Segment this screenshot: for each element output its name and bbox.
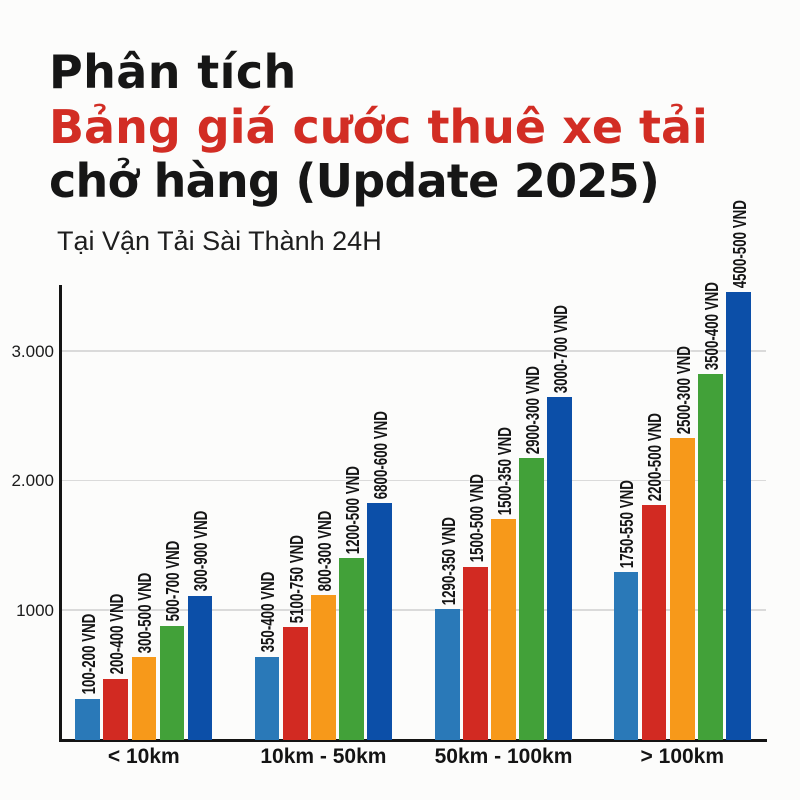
bar-value-label: 800-300 VND [313, 510, 335, 592]
bar-value-label: 2900-300 VND [521, 365, 543, 454]
bar-<10km-2 [103, 678, 128, 741]
x-category-label-4: > 100km [640, 745, 725, 769]
bar->100km-5 [726, 292, 751, 741]
bar-value-label: 3000-700 VND [549, 304, 571, 393]
bar->100km-3 [670, 438, 695, 741]
bar-value-label: 3500-400 VND [700, 282, 722, 371]
y-tick-label-2000: 2.000 [11, 471, 54, 490]
bar-value-label: 300-900 VND [190, 511, 212, 592]
bar-value-label: 1750-550 VND [616, 479, 638, 568]
bar-50km-100km-1 [435, 609, 460, 741]
bar-50km-100km-2 [463, 566, 488, 741]
bar->100km-2 [641, 505, 667, 741]
bar-value-label: 1200-500 VND [341, 466, 363, 555]
title-line-1: Phân tích [49, 45, 297, 99]
x-category-label-1: < 10km [107, 745, 180, 769]
gridline-2000 [61, 479, 766, 482]
bar-value-label: 2200-500 VND [644, 412, 666, 502]
bar->100km-1 [613, 571, 639, 741]
y-tick-label-1000: 1000 [16, 600, 54, 620]
bar-value-label: 1500-350 VND [493, 427, 515, 516]
bar-<10km-4 [159, 625, 185, 741]
x-category-label-3: 50km - 100km [434, 745, 573, 769]
bar-value-label: 1500-500 VND [465, 474, 487, 563]
bar->100km-4 [698, 374, 723, 741]
gridline-3000 [61, 350, 766, 352]
bar-value-label: 300-500 VND [134, 572, 156, 654]
bar-50km-100km-4 [519, 457, 544, 741]
title-line-2: Bảng giá cước thuê xe tải [49, 99, 708, 154]
bar-10km-50km-4 [339, 558, 364, 741]
bar-value-label: 200-400 VND [105, 593, 127, 675]
title-line-3: chở hàng (Update 2025) [49, 154, 660, 209]
bar-10km-50km-1 [254, 656, 280, 741]
bar-value-label: 4500-500 VND [728, 199, 750, 289]
bar-50km-100km-3 [491, 519, 516, 741]
y-axis-line [59, 285, 62, 741]
y-tick-label-3000: 3.000 [11, 341, 54, 361]
bar-10km-50km-3 [311, 595, 336, 741]
bar-<10km-1 [75, 698, 100, 741]
bar-value-label: 6800-600 VND [369, 410, 391, 500]
subtitle: Tại Vận Tải Sài Thành 24H [57, 225, 382, 256]
bar-value-label: 350-400 VND [257, 571, 279, 653]
bar-value-label: 500-700 VND [162, 540, 184, 622]
bar-50km-100km-5 [547, 396, 572, 741]
bar-10km-50km-2 [283, 626, 308, 741]
bar-value-label: 100-200 VND [77, 613, 99, 695]
bar-value-label: 1290-350 VND [437, 517, 459, 606]
bar-10km-50km-5 [367, 503, 392, 741]
x-category-label-2: 10km - 50km [260, 745, 387, 769]
bar-<10km-5 [187, 595, 213, 741]
bar-value-label: 5100-750 VND [285, 534, 307, 623]
bar-value-label: 2500-300 VND [672, 346, 694, 435]
x-axis-line [59, 738, 767, 742]
gridline-1000 [61, 609, 766, 611]
bar-<10km-3 [131, 657, 157, 741]
